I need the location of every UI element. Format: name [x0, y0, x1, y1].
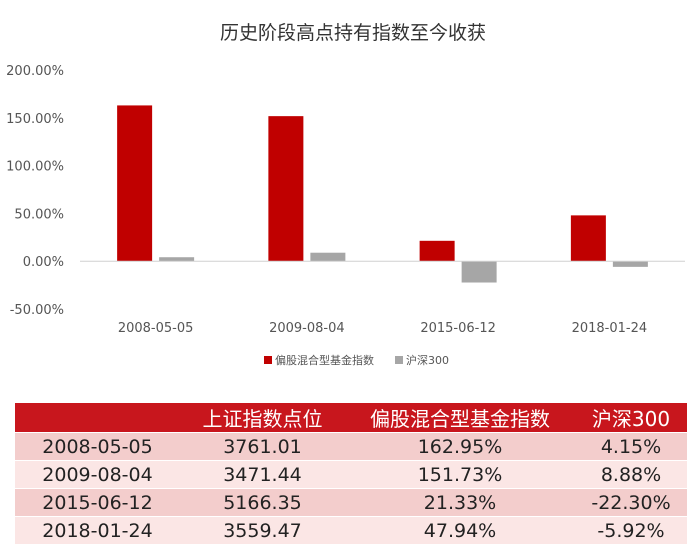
table-cell: 4.15% — [575, 432, 687, 461]
table-cell: 151.73% — [345, 460, 575, 489]
table-header-row: 上证指数点位 偏股混合型基金指数 沪深300 — [15, 403, 687, 433]
y-tick-label: 0.00% — [23, 255, 64, 270]
table-header-cell — [15, 403, 180, 433]
table-header-cell: 上证指数点位 — [180, 403, 345, 433]
bar-fund-index-3 — [570, 215, 606, 262]
legend-label: 偏股混合型基金指数 — [275, 353, 374, 367]
table-cell: 162.95% — [345, 432, 575, 461]
table-cell: 21.33% — [345, 488, 575, 517]
y-tick-label: 150.00% — [6, 112, 64, 127]
x-tick-label: 2008-05-05 — [118, 321, 194, 336]
bar-fund-index-0 — [117, 105, 153, 262]
table-row: 2015-06-12 5166.35 21.33% -22.30% — [15, 488, 687, 517]
legend-swatch — [264, 356, 272, 364]
table-cell: -22.30% — [575, 488, 687, 517]
x-tick-label: 2018-01-24 — [572, 321, 648, 336]
legend-swatch — [395, 356, 403, 364]
table-cell: 3559.47 — [180, 516, 345, 544]
x-tick-label: 2015-06-12 — [420, 321, 496, 336]
table-row: 2008-05-05 3761.01 162.95% 4.15% — [15, 432, 687, 461]
bar-fund-index-1 — [268, 116, 304, 262]
table-header-cell: 沪深300 — [575, 403, 687, 433]
table-cell-date: 2015-06-12 — [15, 488, 180, 517]
table-cell-date: 2018-01-24 — [15, 516, 180, 544]
bar-csi300-3 — [612, 261, 648, 267]
bar-fund-index-2 — [419, 240, 455, 262]
table-row: 2018-01-24 3559.47 47.94% -5.92% — [15, 516, 687, 544]
table-row: 2009-08-04 3471.44 151.73% 8.88% — [15, 460, 687, 489]
y-tick-label: 100.00% — [6, 160, 64, 175]
y-tick-label: 50.00% — [14, 207, 64, 222]
table-cell: 3471.44 — [180, 460, 345, 489]
table-cell: 47.94% — [345, 516, 575, 544]
bar-csi300-0 — [159, 257, 195, 262]
bar-csi300-1 — [310, 252, 346, 262]
table-cell-date: 2009-08-04 — [15, 460, 180, 489]
table-cell: 3761.01 — [180, 432, 345, 461]
x-tick-label: 2009-08-04 — [269, 321, 345, 336]
table-cell: 8.88% — [575, 460, 687, 489]
table-cell: -5.92% — [575, 516, 687, 544]
legend: 偏股混合型基金指数 沪深300 — [264, 353, 449, 367]
table-cell-date: 2008-05-05 — [15, 432, 180, 461]
y-tick-label: -50.00% — [10, 303, 64, 318]
chart-title: 历史阶段高点持有指数至今收获 — [220, 22, 486, 44]
bar-chart: 历史阶段高点持有指数至今收获 200.00% 150.00% 100.00% 50.0… — [6, 22, 685, 367]
table-header-cell: 偏股混合型基金指数 — [345, 403, 575, 433]
legend-label: 沪深300 — [406, 353, 449, 367]
data-table: 上证指数点位 偏股混合型基金指数 沪深300 2008-05-05 3761.0… — [15, 403, 687, 544]
table-cell: 5166.35 — [180, 488, 345, 517]
bar-csi300-2 — [461, 261, 497, 283]
y-tick-label: 200.00% — [6, 64, 64, 79]
